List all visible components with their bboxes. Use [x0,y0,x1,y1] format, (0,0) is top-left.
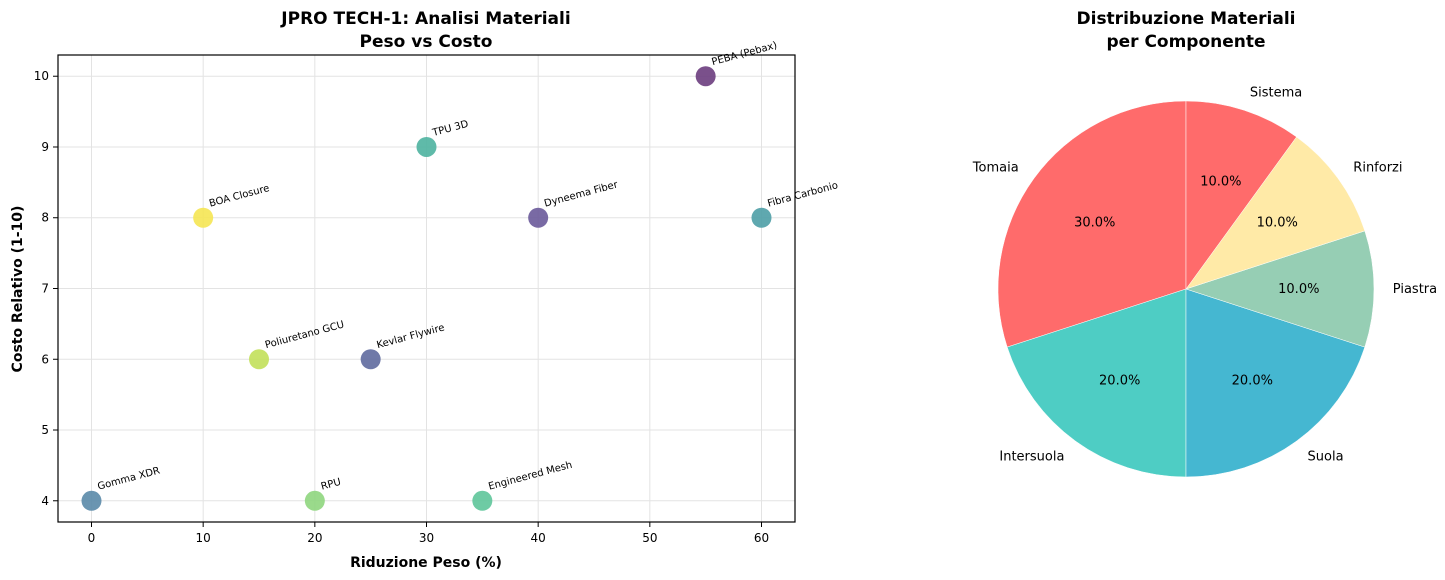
plot-frame [57,54,796,523]
slice-label: Intersuola [999,449,1064,464]
data-point [193,207,214,228]
slice-percent: 20.0% [1099,373,1140,388]
y-axis-label: Costo Relativo (1-10) [10,206,26,373]
slice-label: Sistema [1250,85,1302,100]
slice-percent: 20.0% [1232,373,1273,388]
scatter-title: JPRO TECH-1: Analisi Materiali [280,9,570,29]
point-label: Gomma XDR [96,465,161,492]
pie-title: Distribuzione Materiali [1077,9,1296,29]
point-label: Poliuretano GCU [264,319,346,351]
pie-subtitle: per Componente [1106,32,1265,52]
slice-label: Tomaia [972,160,1019,175]
data-point [304,490,325,511]
y-tick-label: 9 [41,140,49,154]
data-point [751,207,772,228]
slice-percent: 10.0% [1257,216,1298,231]
scatter-subtitle: Peso vs Costo [360,32,493,52]
point-label: PEBA (Pebax) [711,40,779,68]
data-point [472,490,493,511]
data-point [81,490,102,511]
data-point [249,349,269,370]
pie-slice [1185,288,1366,478]
slice-percent: 10.0% [1278,282,1319,297]
point-label: Kevlar Flywire [376,322,446,351]
y-tick-label: 5 [41,423,49,437]
y-tick-label: 8 [41,211,49,225]
y-tick-label: 4 [41,494,49,508]
data-point [416,136,437,157]
y-tick-label: 6 [41,352,49,366]
slice-label: Rinforzi [1353,160,1402,175]
x-tick-label: 40 [531,531,546,545]
pie-slice [1185,230,1375,348]
x-tick-label: 10 [196,531,211,545]
point-label: BOA Closure [208,183,271,210]
point-label: Dyneema Fiber [543,179,620,209]
data-point [695,66,716,87]
y-tick-label: 10 [34,69,49,83]
point-label: Fibra Carbonio [766,180,839,209]
x-tick-label: 30 [419,531,434,545]
pie-slice [1185,136,1366,290]
pie-slice [1006,288,1187,478]
point-label: RPU [320,477,342,493]
slice-label: Piastra [1393,282,1437,297]
data-point [360,349,381,370]
pie-slice [997,100,1187,348]
slice-percent: 10.0% [1200,175,1241,190]
x-axis-label: Riduzione Peso (%) [350,555,502,571]
slice-label: Suola [1308,449,1344,464]
scatter-plot: 0 10 20 30 40 50 60 4 5 6 7 8 9 10 Gomma XDR BOA Closur… [34,40,840,545]
y-tick-label: 7 [41,282,49,296]
x-tick-label: 0 [88,531,96,545]
x-tick-label: 50 [642,531,657,545]
x-tick-label: 20 [307,531,322,545]
point-label: TPU 3D [430,119,470,139]
x-tick-label: 60 [754,531,769,545]
pie-slice [1185,100,1297,290]
point-label: Engineered Mesh [487,460,573,493]
data-point [528,207,549,228]
slice-percent: 30.0% [1074,216,1115,231]
pie-chart: Tomaia 30.0% Intersuola 20.0% Suola 20.0% Pias… [972,85,1437,478]
